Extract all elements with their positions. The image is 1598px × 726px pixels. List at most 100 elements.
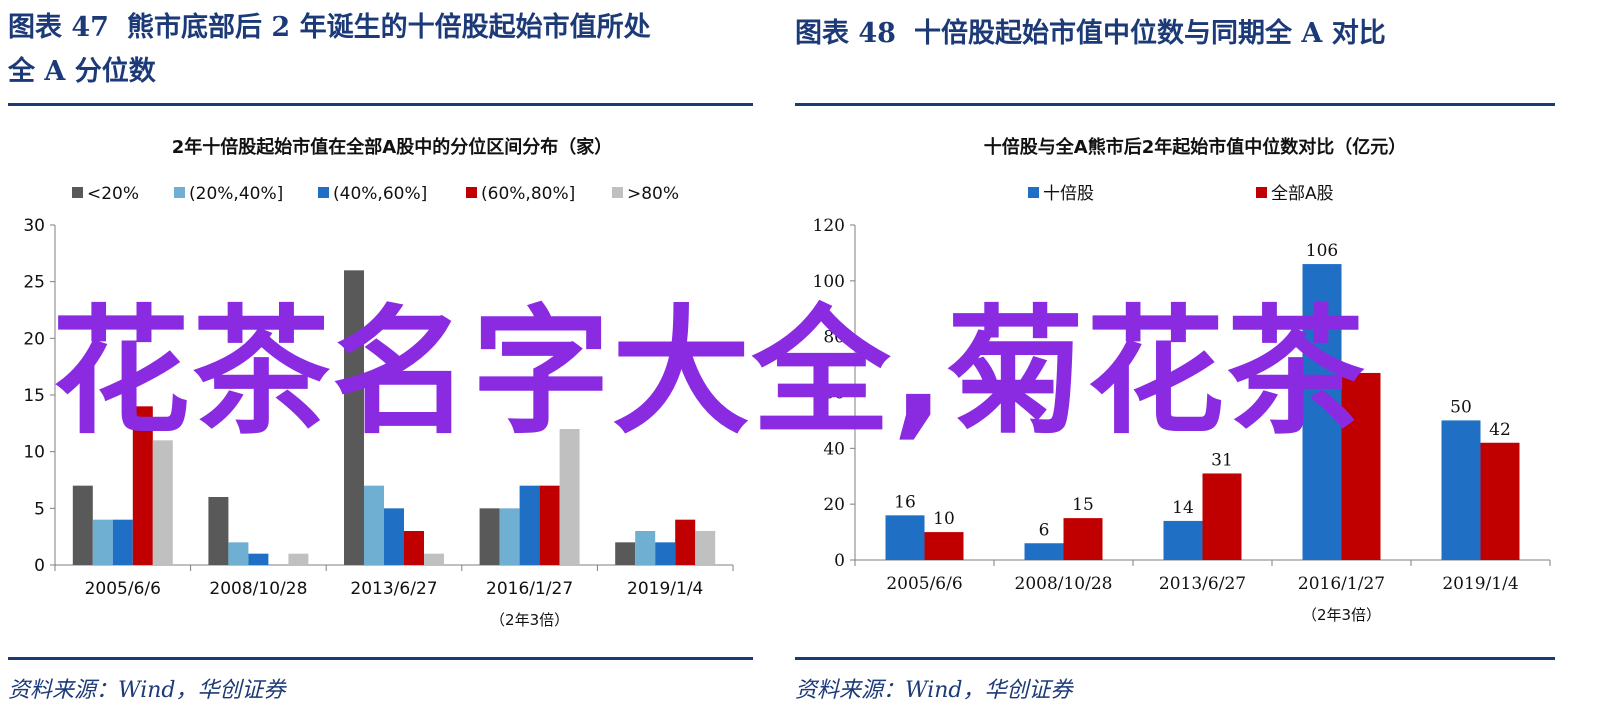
left-legend-label-4: >80%: [627, 184, 679, 204]
right-bar-s0-c1: [1024, 543, 1064, 560]
left-figure-title-line2: 全 A 分位数: [8, 56, 156, 87]
left-bar-s2-c0: [112, 519, 133, 565]
right-y-tick-label-5: 100: [813, 272, 845, 292]
left-y-tick-label-0: 0: [34, 556, 45, 576]
right-data-label-s1-c2: 31: [1211, 450, 1233, 470]
left-bar-s4-c3: [559, 429, 580, 565]
right-x-tick-label-0: 2005/6/6: [886, 574, 962, 594]
right-y-tick-label-6: 120: [813, 216, 845, 236]
left-y-tick-label-1: 5: [34, 499, 45, 519]
left-legend-swatch-3: [466, 187, 477, 198]
left-bar-s4-c0: [152, 440, 173, 565]
right-bottom-rule: [795, 657, 1555, 660]
right-figure-title-text: 十倍股起始市值中位数与同期全 A 对比: [913, 18, 1386, 49]
right-legend-label-1: 全部A股: [1271, 184, 1334, 204]
left-figure-number: 图表 47: [8, 12, 109, 43]
right-top-rule: [795, 103, 1555, 106]
left-legend-swatch-2: [318, 187, 329, 198]
left-bar-s4-c1: [288, 553, 309, 565]
left-bar-s1-c4: [635, 531, 656, 565]
left-legend-label-2: (40%,60%]: [333, 184, 427, 204]
right-y-tick-label-4: 80: [823, 328, 845, 348]
right-bar-s1-c0: [924, 532, 964, 560]
right-figure-number: 图表 48: [795, 18, 896, 49]
right-figure-panel: 图表 48 十倍股起始市值中位数与同期全 A 对比 十倍股与全A熊市后2年起始市值…: [795, 0, 1555, 726]
right-data-label-s0-c1: 6: [1039, 520, 1050, 540]
left-chart-title: 2年十倍股起始市值在全部A股中的分位区间分布（家）: [172, 136, 612, 158]
left-y-tick-label-2: 10: [23, 443, 45, 463]
right-x-tick-label-3: 2016/1/27: [1298, 574, 1385, 594]
right-y-tick-label-0: 0: [834, 551, 845, 571]
left-figure-title-text: 熊市底部后 2 年诞生的十倍股起始市值所处: [126, 12, 651, 43]
left-bar-s1-c1: [228, 542, 249, 565]
right-x-category-note: （2年3倍）: [1302, 606, 1381, 624]
right-y-tick-label-2: 40: [823, 439, 845, 459]
left-bar-s2-c2: [384, 508, 404, 565]
left-figure-title-line1: 图表 47 熊市底部后 2 年诞生的十倍股起始市值所处: [8, 6, 768, 50]
left-x-tick-label-1: 2008/10/28: [209, 579, 307, 599]
left-bar-s0-c3: [479, 508, 500, 565]
left-y-tick-label-3: 15: [23, 386, 45, 406]
left-bottom-rule: [8, 657, 753, 660]
right-bar-s1-c2: [1202, 473, 1242, 560]
right-y-tick-label-1: 20: [823, 495, 845, 515]
right-data-label-s0-c0: 16: [894, 492, 916, 512]
left-bar-s4-c4: [695, 531, 716, 565]
left-bar-s0-c0: [72, 485, 93, 565]
right-legend-swatch-0: [1028, 187, 1039, 198]
right-legend-label-0: 十倍股: [1043, 184, 1094, 204]
left-bar-s1-c3: [499, 508, 520, 565]
right-chart-title: 十倍股与全A熊市后2年起始市值中位数对比（亿元）: [984, 136, 1406, 158]
left-y-tick-label-5: 25: [23, 273, 45, 293]
right-figure-title: 图表 48 十倍股起始市值中位数与同期全 A 对比: [795, 12, 1555, 56]
left-legend-swatch-0: [72, 187, 83, 198]
right-x-tick-label-2: 2013/6/27: [1159, 574, 1246, 594]
left-x-tick-label-4: 2019/1/4: [627, 579, 703, 599]
right-legend: 十倍股 全部A股: [1028, 184, 1334, 204]
right-data-label-s1-c0: 10: [933, 509, 955, 529]
left-bar-s2-c1: [248, 553, 269, 565]
left-legend-label-3: (60%,80%]: [481, 184, 575, 204]
left-bar-s2-c3: [519, 485, 540, 565]
left-legend: <20% (20%,40%] (40%,60%] (60%,80%] >80%: [72, 184, 679, 204]
right-source-note: 资料来源：Wind，华创证券: [795, 678, 1073, 703]
right-bar-s0-c4: [1441, 420, 1481, 560]
left-bar-s0-c4: [615, 542, 636, 565]
left-figure-title: 图表 47 熊市底部后 2 年诞生的十倍股起始市值所处 全 A 分位数: [8, 6, 768, 94]
right-y-tick-label-3: 60: [823, 384, 845, 404]
left-bar-s4-c2: [424, 553, 444, 565]
left-x-tick-label-3: 2016/1/27: [486, 579, 573, 599]
left-bar-chart: 2年十倍股起始市值在全部A股中的分位区间分布（家） <20% (20%,40%] (4…: [23, 136, 734, 629]
left-top-rule: [8, 103, 753, 106]
right-bar-s0-c3: [1302, 264, 1342, 560]
left-bar-s3-c4: [675, 519, 696, 565]
right-legend-swatch-1: [1256, 187, 1267, 198]
left-x-tick-label-0: 2005/6/6: [85, 579, 161, 599]
left-bar-s2-c4: [655, 542, 676, 565]
left-bar-s1-c0: [92, 519, 113, 565]
left-bar-s1-c2: [364, 485, 384, 565]
left-legend-swatch-1: [174, 187, 185, 198]
left-legend-label-0: <20%: [87, 184, 139, 204]
left-y-tick-label-6: 30: [23, 216, 45, 236]
left-bar-s0-c2: [344, 270, 364, 565]
right-data-label-s1-c1: 15: [1072, 495, 1094, 515]
left-source-note: 资料来源：Wind，华创证券: [8, 678, 286, 703]
left-bar-s3-c2: [404, 531, 424, 565]
left-bar-s0-c1: [208, 497, 229, 565]
right-data-label-s0-c4: 50: [1450, 397, 1472, 417]
left-x-category-note: （2年3倍）: [490, 611, 569, 629]
right-bar-chart: 十倍股与全A熊市后2年起始市值中位数对比（亿元） 十倍股 全部A股 0 20 40 60 80…: [813, 136, 1551, 624]
left-bar-s3-c0: [132, 406, 153, 565]
left-legend-swatch-4: [612, 187, 623, 198]
left-bar-s3-c3: [539, 485, 560, 565]
right-bar-s1-c4: [1480, 442, 1520, 560]
right-bar-s1-c3: [1341, 372, 1381, 560]
right-data-label-s0-c2: 14: [1172, 498, 1194, 518]
right-data-label-s1-c4: 42: [1489, 420, 1511, 440]
left-legend-label-1: (20%,40%]: [189, 184, 283, 204]
right-bar-s0-c2: [1163, 520, 1203, 560]
right-x-tick-label-4: 2019/1/4: [1442, 574, 1518, 594]
right-bar-s0-c0: [885, 515, 925, 560]
right-data-label-s0-c3: 106: [1306, 241, 1338, 261]
